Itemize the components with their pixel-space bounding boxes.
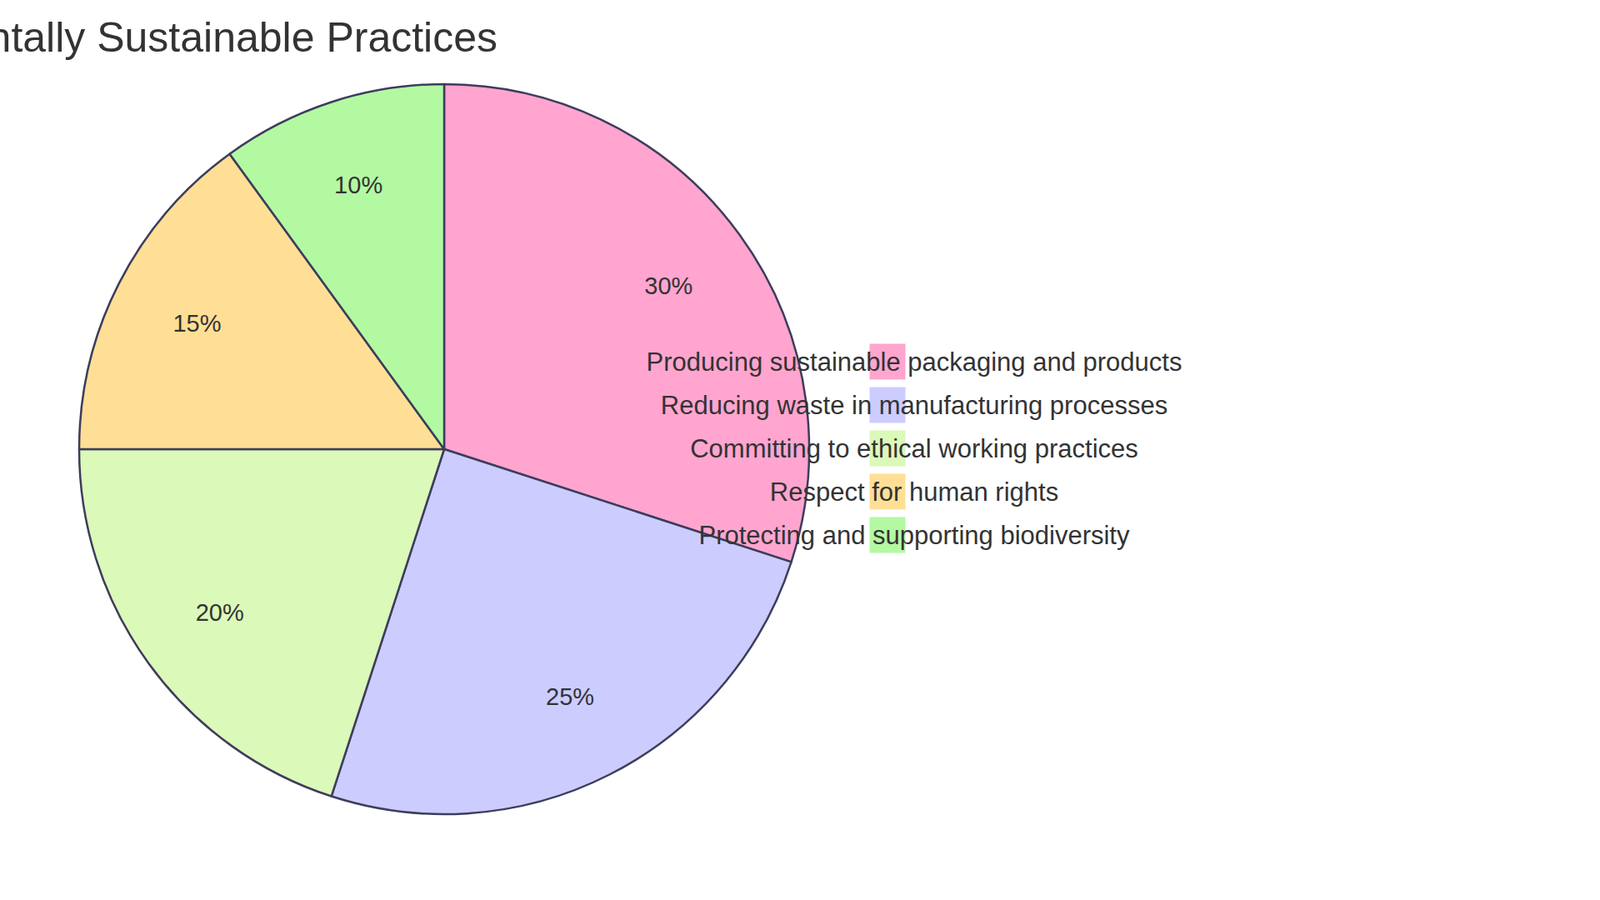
svg-text:Committing to ethical working: Committing to ethical working practices — [690, 434, 1139, 464]
svg-text:10%: 10% — [334, 171, 383, 199]
svg-text:25%: 25% — [545, 683, 595, 710]
svg-text:Producing sustainable packagin: Producing sustainable packaging and prod… — [646, 347, 1183, 377]
svg-text:15%: 15% — [172, 310, 221, 337]
svg-text:Respect for human rights: Respect for human rights — [770, 477, 1059, 507]
svg-text:20%: 20% — [195, 599, 245, 626]
svg-text:30%: 30% — [644, 272, 693, 300]
svg-text:Importance of Environmentally: Importance of Environmentally Sustainabl… — [0, 14, 498, 61]
svg-text:Reducing waste in manufacturin: Reducing waste in manufacturing processe… — [660, 390, 1168, 420]
svg-text:Protecting and supporting biod: Protecting and supporting biodiversity — [699, 520, 1130, 550]
